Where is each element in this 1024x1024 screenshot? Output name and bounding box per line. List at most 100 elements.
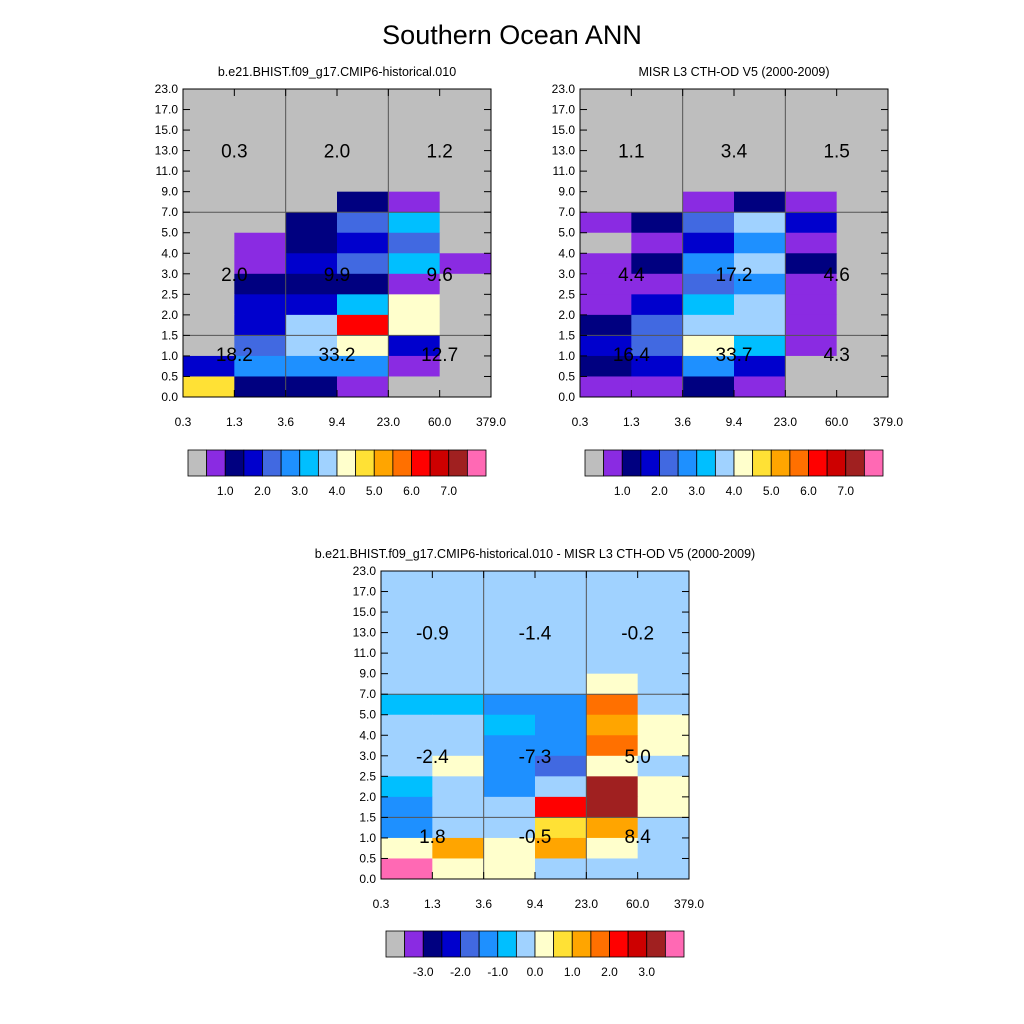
heatmap-cell — [381, 694, 433, 716]
x-tick-label: 0.3 — [175, 415, 192, 429]
heatmap-cell — [631, 191, 684, 213]
y-tick-label: 15.0 — [353, 605, 377, 619]
heatmap-cell — [183, 314, 235, 336]
heatmap-cell — [586, 776, 639, 798]
group-total-label: 8.4 — [624, 827, 651, 848]
y-tick-label: 4.0 — [359, 728, 376, 742]
x-tick-label: 23.0 — [575, 897, 599, 911]
heatmap-cell — [388, 253, 441, 275]
y-tick-label: 17.0 — [353, 585, 377, 599]
colorbar-swatch — [621, 449, 642, 477]
heatmap-cell — [586, 612, 639, 634]
y-tick-label: 0.0 — [558, 390, 575, 404]
group-total-label: 9.9 — [324, 265, 350, 286]
heatmap-cell — [381, 837, 433, 859]
heatmap-cell — [483, 653, 536, 675]
heatmap-cell — [682, 150, 735, 172]
heatmap-cell — [388, 212, 441, 234]
y-tick-label: 11.0 — [553, 164, 576, 178]
heatmap-cell — [631, 253, 684, 275]
heatmap-cell — [785, 89, 838, 111]
colorbar-label: 1.0 — [564, 965, 581, 979]
colorbar-swatch — [411, 449, 431, 477]
y-tick-label: 9.0 — [161, 185, 178, 199]
heatmap-cell — [535, 612, 587, 634]
heatmap-cell — [388, 191, 441, 213]
heatmap-cell — [183, 171, 235, 193]
y-tick-label: 3.0 — [161, 267, 178, 281]
heatmap-cell — [439, 212, 492, 234]
y-tick-label: 17.0 — [552, 103, 576, 117]
colorbar-label: 6.0 — [800, 484, 817, 498]
heatmap-cell — [439, 232, 492, 254]
heatmap-cell — [586, 694, 639, 716]
colorbar-label: 6.0 — [403, 484, 420, 498]
heatmap-cell — [535, 653, 587, 675]
colorbar-swatch — [664, 930, 685, 958]
heatmap-cell — [381, 591, 433, 613]
heatmap-cell — [586, 837, 639, 859]
heatmap-cell — [637, 673, 690, 695]
heatmap-cell — [234, 171, 287, 193]
heatmap-cell — [836, 212, 889, 234]
y-tick-label: 9.0 — [359, 667, 376, 681]
y-tick-label: 1.0 — [161, 349, 178, 363]
colorbar-swatch — [590, 930, 610, 958]
heatmap-cell — [381, 817, 433, 839]
group-total-label: 1.1 — [618, 142, 644, 163]
colorbar: 1.0 2.0 3.0 4.0 5.0 6.0 7.0 — [584, 449, 884, 498]
heatmap-cell — [483, 776, 536, 798]
y-tick-label: 7.0 — [359, 687, 376, 701]
heatmap-panel-2: MISR L3 CTH-OD V5 (2000-2009) 0.0 0.5 1.0 1.… — [552, 65, 904, 429]
heatmap-cell — [285, 212, 338, 234]
colorbar-swatch — [317, 449, 338, 477]
heatmap-cell — [439, 376, 492, 398]
heatmap-cell — [337, 376, 389, 398]
group-total-label: -1.4 — [519, 624, 552, 645]
heatmap-cell — [483, 796, 536, 818]
heatmap-cell — [580, 89, 632, 111]
x-tick-label: 0.3 — [373, 897, 390, 911]
heatmap-cell — [836, 171, 889, 193]
heatmap-cell — [388, 335, 441, 357]
heatmap-cell — [439, 294, 492, 316]
heatmap-cell — [682, 171, 735, 193]
heatmap-cell — [580, 109, 632, 131]
heatmap-cell — [586, 735, 639, 757]
colorbar-swatch — [460, 930, 480, 958]
y-tick-label: 5.0 — [161, 226, 178, 240]
heatmap-cell — [183, 150, 235, 172]
group-total-label: -0.2 — [621, 624, 654, 645]
heatmap-cell — [836, 335, 889, 357]
heatmap-cell — [734, 314, 786, 336]
colorbar-swatch — [404, 930, 424, 958]
heatmap-cell — [785, 314, 838, 336]
heatmap-cell — [483, 755, 536, 777]
group-total-label: 33.7 — [716, 345, 753, 366]
heatmap-cell — [682, 273, 735, 295]
heatmap-cell — [785, 253, 838, 275]
heatmap-cell — [586, 796, 639, 818]
heatmap-cell — [785, 335, 838, 357]
heatmap-cell — [483, 714, 536, 736]
heatmap-cell — [535, 632, 587, 654]
x-tick-label: 23.0 — [377, 415, 401, 429]
y-tick-label: 23.0 — [353, 564, 377, 578]
colorbar-swatch — [696, 449, 716, 477]
heatmap-cell — [637, 612, 690, 634]
colorbar-swatch — [336, 449, 357, 477]
heatmap-cell — [439, 335, 492, 357]
colorbar-swatch — [808, 449, 828, 477]
group-total-label: -2.4 — [416, 747, 449, 768]
heatmap-cell — [631, 171, 684, 193]
heatmap-cell — [337, 273, 389, 295]
colorbar-label: 7.0 — [440, 484, 457, 498]
heatmap-cell — [432, 653, 485, 675]
heatmap-cell — [580, 253, 632, 275]
panel-title: b.e21.BHIST.f09_g17.CMIP6-historical.010 — [218, 65, 456, 79]
heatmap-cell — [631, 273, 684, 295]
heatmap-cell — [535, 776, 587, 798]
heatmap-cell — [734, 89, 786, 111]
colorbar-swatch — [429, 449, 450, 477]
y-tick-label: 23.0 — [155, 82, 179, 96]
